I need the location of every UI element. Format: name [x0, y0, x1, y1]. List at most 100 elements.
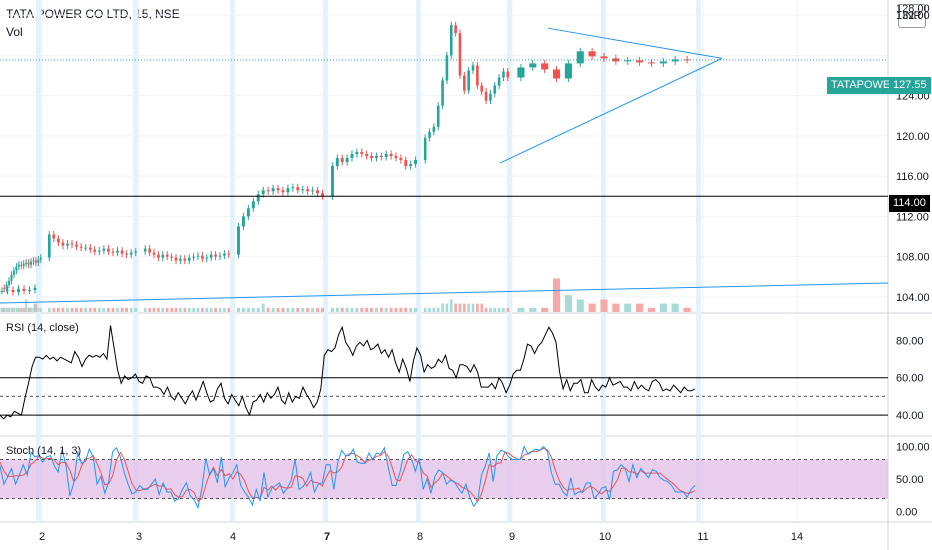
candle-body: [256, 194, 260, 202]
volume-bar: [306, 307, 310, 312]
price-tick-label: 132.00: [896, 10, 930, 22]
volume-bar: [480, 303, 484, 312]
candle-body: [32, 260, 35, 262]
volume-bar: [301, 307, 305, 312]
volume-bar: [165, 307, 169, 312]
time-tick-label: 7: [324, 531, 330, 543]
volume-bar: [321, 307, 325, 312]
candle-body: [170, 256, 173, 258]
candle-body: [129, 252, 133, 255]
candle-body: [174, 257, 178, 261]
volume-bar: [111, 307, 115, 312]
candle-body: [497, 77, 501, 86]
candle-body: [6, 289, 9, 291]
candle-body: [97, 250, 101, 252]
volume-bar: [471, 303, 475, 312]
stoch-label: Stoch (14, 1, 3): [6, 445, 81, 457]
candle-body: [365, 153, 369, 156]
price-tick-label: 112.00: [896, 211, 929, 223]
candle-body: [445, 55, 449, 81]
volume-bar: [414, 307, 418, 312]
volume-bar: [39, 307, 42, 312]
volume-bar: [624, 303, 632, 312]
stoch-tick-label: 0.00: [896, 507, 917, 519]
volume-bar: [209, 307, 213, 312]
candle-body: [564, 63, 572, 79]
candle-body: [17, 264, 20, 267]
session-separator: [696, 0, 701, 522]
volume-bar: [3, 307, 6, 312]
candle-body: [276, 188, 280, 191]
candle-body: [15, 266, 18, 271]
volume-bar: [22, 307, 25, 312]
volume-bar: [340, 307, 344, 312]
volume-bar: [129, 307, 133, 312]
currency-button[interactable]: INR: [898, 4, 926, 28]
volume-bar: [271, 307, 275, 312]
session-separator: [133, 0, 138, 522]
candle-body: [506, 71, 510, 78]
candle-body: [84, 247, 88, 249]
volume-bar: [476, 303, 479, 312]
volume-bar: [70, 307, 74, 312]
candle-body: [389, 153, 393, 156]
last-price-tag: 127.55: [889, 77, 931, 94]
price-tick-label: 120.00: [896, 131, 930, 143]
candle-body: [345, 158, 349, 163]
volume-bar: [256, 307, 260, 312]
stoch-tick-label: 50.00: [896, 474, 924, 486]
volume-bar: [125, 307, 128, 312]
price-tick-label: 108.00: [896, 252, 930, 264]
candle-body: [8, 280, 11, 285]
candle-body: [671, 59, 679, 62]
candle-body: [5, 284, 8, 289]
rsi-tick-label: 40.00: [896, 410, 924, 422]
volume-bar: [179, 307, 182, 312]
time-tick-label: 2: [39, 531, 45, 543]
volume-bar: [120, 307, 124, 312]
volume-bar: [276, 307, 280, 312]
volume-bar: [34, 303, 37, 312]
volume-bar: [170, 307, 173, 312]
volume-bar: [152, 307, 156, 312]
volume-bar: [66, 307, 69, 312]
volume-bar: [467, 303, 470, 312]
candle-body: [467, 70, 470, 91]
candle-body: [463, 75, 466, 91]
candle-body: [296, 187, 300, 191]
price-tick-label: 116.00: [896, 171, 929, 183]
candle-body: [165, 254, 169, 257]
volume-bar: [311, 307, 315, 312]
candle-body: [379, 156, 383, 158]
candle-body: [541, 63, 549, 70]
volume-bar: [84, 307, 88, 312]
volume-bar: [489, 307, 492, 312]
volume-bar: [107, 307, 110, 312]
volume-bar: [261, 303, 265, 312]
volume-bar: [97, 307, 101, 312]
volume-bar: [506, 307, 510, 312]
candle-body: [93, 249, 97, 252]
candle-body: [251, 201, 255, 209]
volume-bar: [600, 299, 608, 312]
symbol-price-tag: TATAPOWER: [827, 77, 903, 94]
volume-bar: [428, 307, 431, 312]
candle-body: [52, 234, 56, 239]
candle-body: [111, 251, 115, 253]
candle-body: [79, 246, 83, 248]
candle-body: [27, 262, 30, 265]
volume-bar: [647, 307, 656, 312]
candle-body: [471, 65, 475, 71]
volume-bar: [458, 303, 462, 312]
candle-body: [25, 262, 28, 264]
volume-bar: [370, 307, 374, 312]
rsi-tick-label: 80.00: [896, 335, 924, 347]
volume-bar: [214, 307, 217, 312]
candle-body: [22, 288, 26, 291]
volume-bar: [683, 307, 691, 312]
rsi-label: RSI (14, close): [6, 322, 79, 334]
candle-body: [480, 85, 484, 92]
candle-body: [355, 151, 359, 154]
candle-body: [201, 255, 204, 259]
